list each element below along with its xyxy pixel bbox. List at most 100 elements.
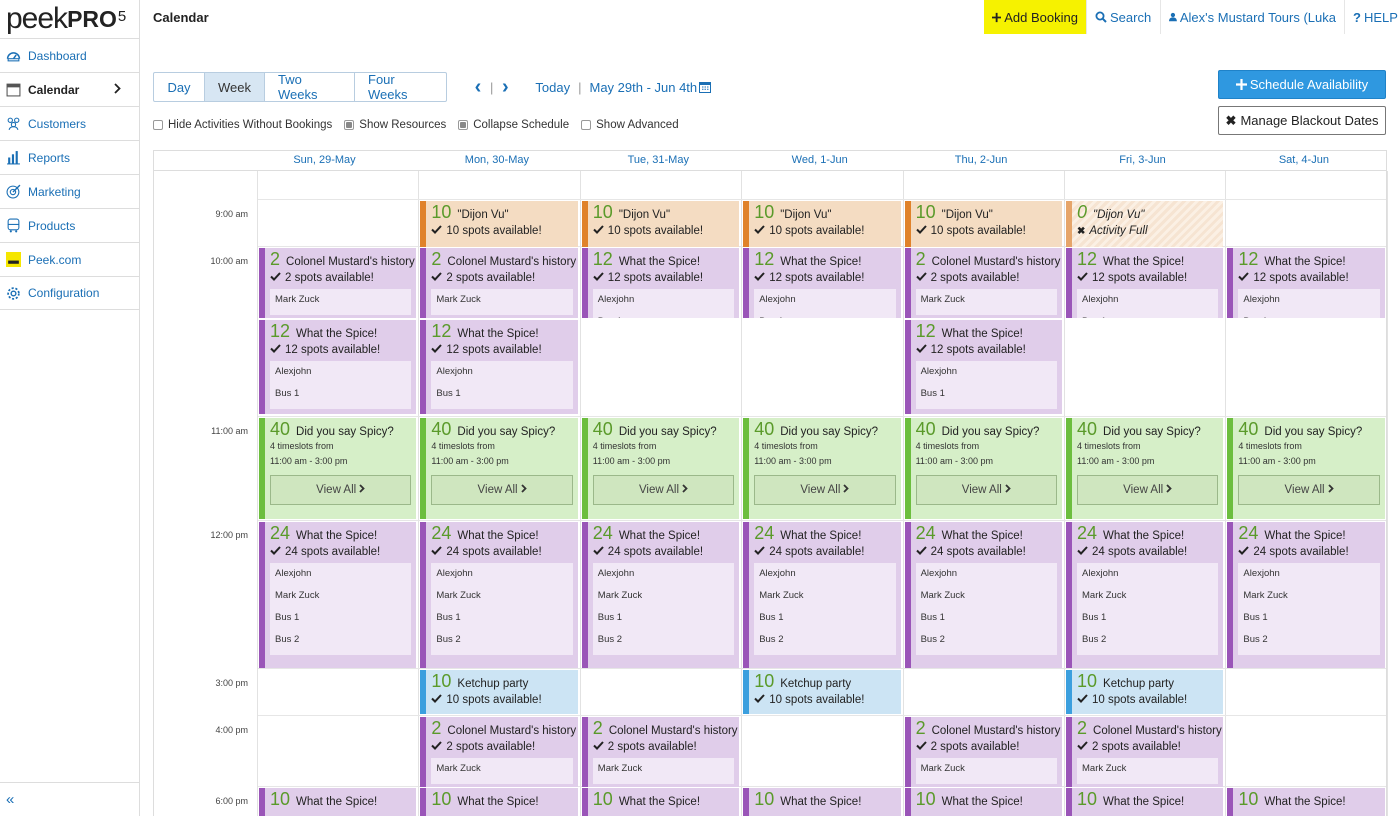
day-header[interactable]: Wed, 1-Jun xyxy=(791,154,848,166)
next-week-arrow[interactable]: › xyxy=(502,76,509,98)
activity-event[interactable]: 2 Colonel Mustard's history 2 spots availa… xyxy=(259,248,417,318)
peekpro-logo[interactable]: peek PRO 5 xyxy=(0,0,139,38)
activity-event[interactable]: 12 What the Spice! 12 spots available! Alex… xyxy=(743,248,901,318)
activity-event[interactable]: 12 What the Spice! 12 spots available! Alex… xyxy=(1227,248,1385,318)
view-all-button[interactable]: View All xyxy=(754,475,896,505)
sidebar-item-customers[interactable]: Customers xyxy=(0,106,139,140)
day-header[interactable]: Fri, 3-Jun xyxy=(1119,154,1166,166)
resource-item: Alexjohn xyxy=(597,294,635,305)
activity-event[interactable]: 10 Ketchup party 10 spots available! xyxy=(420,670,578,714)
activity-event[interactable]: 12 What the Spice! 12 spots available! Alex… xyxy=(259,320,417,414)
tab-two-weeks[interactable]: Two Weeks xyxy=(264,72,354,102)
activity-event[interactable]: 40 Did you say Spicy? 4 timeslots from 11:0… xyxy=(420,418,578,519)
activity-event[interactable]: 10 What the Spice! xyxy=(743,788,901,816)
activity-event[interactable]: 2 Colonel Mustard's history 2 spots availa… xyxy=(420,717,578,787)
checkbox[interactable] xyxy=(458,120,469,130)
activity-event[interactable]: 2 Colonel Mustard's history 2 spots availa… xyxy=(904,717,1062,787)
event-count: 12 xyxy=(270,321,291,341)
view-all-button[interactable]: View All xyxy=(915,475,1057,505)
activity-event[interactable]: 10 Ketchup party 10 spots available! xyxy=(743,670,901,714)
sidebar-item-calendar[interactable]: Calendar xyxy=(0,72,139,106)
activity-event[interactable]: 24 What the Spice! 24 spots available! Alex… xyxy=(1227,522,1385,668)
activity-event[interactable]: 24 What the Spice! 24 spots available! Alex… xyxy=(904,522,1062,668)
checkbox[interactable] xyxy=(581,120,592,130)
view-all-button[interactable]: View All xyxy=(1238,475,1380,505)
sidebar-item-dashboard[interactable]: Dashboard xyxy=(0,38,139,72)
collapse-sidebar-button[interactable]: « xyxy=(0,782,139,816)
activity-event[interactable]: 10 What the Spice! xyxy=(904,788,1062,816)
activity-event[interactable]: 40 Did you say Spicy? 4 timeslots from 11:0… xyxy=(1227,418,1385,519)
activity-event[interactable]: 12 What the Spice! 12 spots available! Alex… xyxy=(420,320,578,414)
activity-event[interactable]: 40 Did you say Spicy? 4 timeslots from 11:0… xyxy=(904,418,1062,519)
sidebar-item-reports[interactable]: Reports xyxy=(0,140,139,174)
activity-event[interactable]: 24 What the Spice! 24 spots available! Alex… xyxy=(420,522,578,668)
view-all-button[interactable]: View All xyxy=(270,475,412,505)
event-status: 2 spots available! xyxy=(431,269,572,286)
option-hide-activities[interactable]: Hide Activities Without Bookings xyxy=(153,119,332,131)
activity-event[interactable]: 24 What the Spice! 24 spots available! Alex… xyxy=(259,522,417,668)
activity-event[interactable]: 2 Colonel Mustard's history 2 spots availa… xyxy=(1066,717,1224,787)
time-label: 12:00 pm xyxy=(210,530,248,540)
activity-event[interactable]: 12 What the Spice! 12 spots available! Alex… xyxy=(581,248,740,318)
view-all-button[interactable]: View All xyxy=(1077,475,1219,505)
view-all-button[interactable]: View All xyxy=(431,475,573,505)
activity-event[interactable]: 10 What the Spice! xyxy=(581,788,740,816)
option-show-resources[interactable]: Show Resources xyxy=(344,119,446,131)
day-header[interactable]: Thu, 2-Jun xyxy=(954,154,1008,166)
activity-event[interactable]: 10 "Dijon Vu" 10 spots available! xyxy=(904,201,1062,247)
checkmark-icon xyxy=(1077,740,1092,753)
activity-event[interactable]: 2 Colonel Mustard's history 2 spots availa… xyxy=(904,248,1062,318)
activity-event[interactable]: 40 Did you say Spicy? 4 timeslots from 11:0… xyxy=(1066,418,1224,519)
tab-day[interactable]: Day xyxy=(167,79,191,95)
day-header[interactable]: Sun, 29-May xyxy=(293,154,356,166)
day-header[interactable]: Sat, 4-Jun xyxy=(1278,154,1329,166)
event-count: 10 xyxy=(1077,671,1098,691)
day-header[interactable]: Mon, 30-May xyxy=(464,154,529,166)
activity-event[interactable]: 12 What the Spice! 12 spots available! Alex… xyxy=(1066,248,1224,318)
view-all-button[interactable]: View All xyxy=(592,475,735,505)
event-title-row: 10 What the Spice! xyxy=(1238,790,1379,809)
event-name: What the Spice! xyxy=(780,256,862,268)
event-count: 2 xyxy=(915,718,926,738)
activity-event[interactable]: 12 What the Spice! 12 spots available! Alex… xyxy=(904,320,1062,414)
option-collapse-schedule[interactable]: Collapse Schedule xyxy=(458,119,569,131)
activity-event[interactable]: 24 What the Spice! 24 spots available! Alex… xyxy=(1066,522,1224,668)
account-label: Alex's Mustard Tours (Luka xyxy=(1179,9,1336,25)
event-status: 12 spots available! xyxy=(1238,269,1379,286)
help-button[interactable]: ? HELP xyxy=(1344,0,1400,34)
activity-event[interactable]: 10 What the Spice! xyxy=(1227,788,1385,816)
search-button[interactable]: Search xyxy=(1086,0,1160,34)
activity-event[interactable]: 10 What the Spice! xyxy=(1066,788,1224,816)
activity-event[interactable]: 10 "Dijon Vu" 10 spots available! xyxy=(581,201,740,247)
checkbox[interactable] xyxy=(153,120,163,130)
option-show-advanced[interactable]: Show Advanced xyxy=(581,119,679,131)
activity-event[interactable]: 24 What the Spice! 24 spots available! Alex… xyxy=(743,522,901,668)
manage-blackout-dates-button[interactable]: ✖ Manage Blackout Dates xyxy=(1218,106,1386,135)
sidebar-item-peek-com[interactable]: Peek.com xyxy=(0,242,139,276)
today-link[interactable]: Today xyxy=(535,79,571,95)
activity-event[interactable]: 10 "Dijon Vu" 10 spots available! xyxy=(743,201,901,247)
activity-event[interactable]: 2 Colonel Mustard's history 2 spots availa… xyxy=(581,717,740,787)
activity-event[interactable]: 24 What the Spice! 24 spots available! Alex… xyxy=(581,522,740,668)
add-booking-button[interactable]: Add Booking xyxy=(984,0,1086,34)
sidebar-item-marketing[interactable]: Marketing xyxy=(0,174,139,208)
activity-event[interactable]: 10 Ketchup party 10 spots available! xyxy=(1066,670,1224,714)
activity-event[interactable]: 0 "Dijon Vu" ✖ Activity Full xyxy=(1066,201,1224,247)
activity-event[interactable]: 10 What the Spice! xyxy=(259,788,417,816)
day-header[interactable]: Tue, 31-May xyxy=(627,154,689,166)
activity-event[interactable]: 10 "Dijon Vu" 10 spots available! xyxy=(420,201,578,247)
sidebar-item-configuration[interactable]: Configuration xyxy=(0,276,139,310)
activity-event[interactable]: 2 Colonel Mustard's history 2 spots availa… xyxy=(420,248,578,318)
activity-event[interactable]: 40 Did you say Spicy? 4 timeslots from 11:0… xyxy=(743,418,901,519)
activity-event[interactable]: 40 Did you say Spicy? 4 timeslots from 11:0… xyxy=(259,418,417,519)
date-range-picker[interactable]: May 29th - Jun 4th xyxy=(589,80,712,95)
checkbox[interactable] xyxy=(344,120,355,130)
activity-event[interactable]: 40 Did you say Spicy? 4 timeslots from 11:0… xyxy=(581,418,740,519)
activity-event[interactable]: 10 What the Spice! xyxy=(420,788,578,816)
sidebar-item-products[interactable]: Products xyxy=(0,208,139,242)
tab-week[interactable]: Week xyxy=(204,73,264,101)
account-menu[interactable]: Alex's Mustard Tours (Luka xyxy=(1160,0,1344,34)
prev-week-arrow[interactable]: ‹ xyxy=(474,76,482,98)
tab-four-weeks[interactable]: Four Weeks xyxy=(354,72,446,102)
schedule-availability-button[interactable]: Schedule Availability xyxy=(1218,70,1386,99)
